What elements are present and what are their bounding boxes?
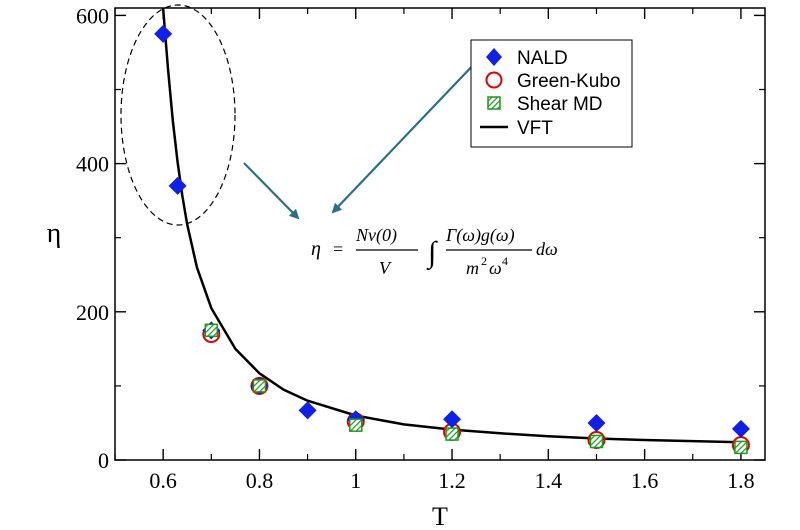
formula: η = Nν(0) V ∫ Γ(ω)g(ω) m 2 ω 4 dω xyxy=(311,225,558,278)
legend-nald-label: NALD xyxy=(517,48,568,69)
nald-point xyxy=(731,419,750,438)
y-tick-label: 200 xyxy=(76,300,109,325)
formula-frac1-den: V xyxy=(379,258,392,278)
y-tick-label: 400 xyxy=(76,152,109,177)
legend-green-kubo-label: Green-Kubo xyxy=(517,71,621,92)
x-tick-label: 1.4 xyxy=(535,468,563,493)
formula-differential: dω xyxy=(536,239,558,259)
x-tick-label: 1.6 xyxy=(631,468,659,493)
nald-point xyxy=(443,410,462,429)
vft-curve-layer xyxy=(161,7,741,444)
nald-point xyxy=(587,413,606,432)
legend-nald-marker xyxy=(486,48,502,66)
legend-green-kubo-marker xyxy=(485,71,503,89)
x-tick-label: 1.8 xyxy=(727,468,755,493)
formula-frac2-den: m 2 ω 4 xyxy=(466,254,508,278)
legend: NALD Green-Kubo Shear MD VFT xyxy=(470,39,633,148)
formula-frac1-num: Nν(0) xyxy=(355,225,397,246)
formula-frac2-den-exp-omega: 4 xyxy=(502,254,508,268)
legend-vft-label: VFT xyxy=(517,118,553,139)
formula-integral: ∫ xyxy=(426,236,438,271)
formula-frac2-num: Γ(ω)g(ω) xyxy=(445,225,515,246)
shear-md-point xyxy=(445,427,459,441)
y-axis-title: η xyxy=(47,218,62,249)
x-tick-label: 0.8 xyxy=(246,468,274,493)
formula-frac2-den-m: m xyxy=(466,258,479,278)
x-tick-label: 1.2 xyxy=(438,468,466,493)
vft-curve-line xyxy=(161,7,741,444)
shear-md-point xyxy=(734,440,748,455)
nald-point xyxy=(168,176,187,195)
data-points-layer xyxy=(154,24,750,455)
x-tick-label: 0.6 xyxy=(149,468,177,493)
axes: 0.6 0.8 1 1.2 1.4 1.6 1.8 0 200 400 600 Tη xyxy=(47,3,766,530)
x-tick-label: 1 xyxy=(350,468,361,493)
y-tick-label: 0 xyxy=(98,448,109,473)
formula-equals: = xyxy=(333,239,343,259)
nald-point xyxy=(154,24,173,43)
arrow-from-legend xyxy=(331,59,479,214)
shear-md-point xyxy=(589,434,604,449)
legend-shear-md-marker xyxy=(487,96,501,110)
shear-md-point xyxy=(204,323,219,338)
formula-frac2-den-omega: ω xyxy=(489,258,502,278)
x-axis-title: T xyxy=(432,502,448,530)
formula-lhs: η xyxy=(311,238,321,260)
legend-shear-md-label: Shear MD xyxy=(517,94,603,115)
arrow-from-ellipse xyxy=(243,162,300,220)
formula-frac2-den-exp-m: 2 xyxy=(481,254,487,268)
plot-frame xyxy=(114,7,766,461)
highlight-ellipse xyxy=(120,4,236,226)
y-tick-label: 600 xyxy=(76,3,109,28)
shear-md-point xyxy=(348,418,363,432)
nald-point xyxy=(298,401,317,420)
shear-md-point xyxy=(252,379,267,393)
